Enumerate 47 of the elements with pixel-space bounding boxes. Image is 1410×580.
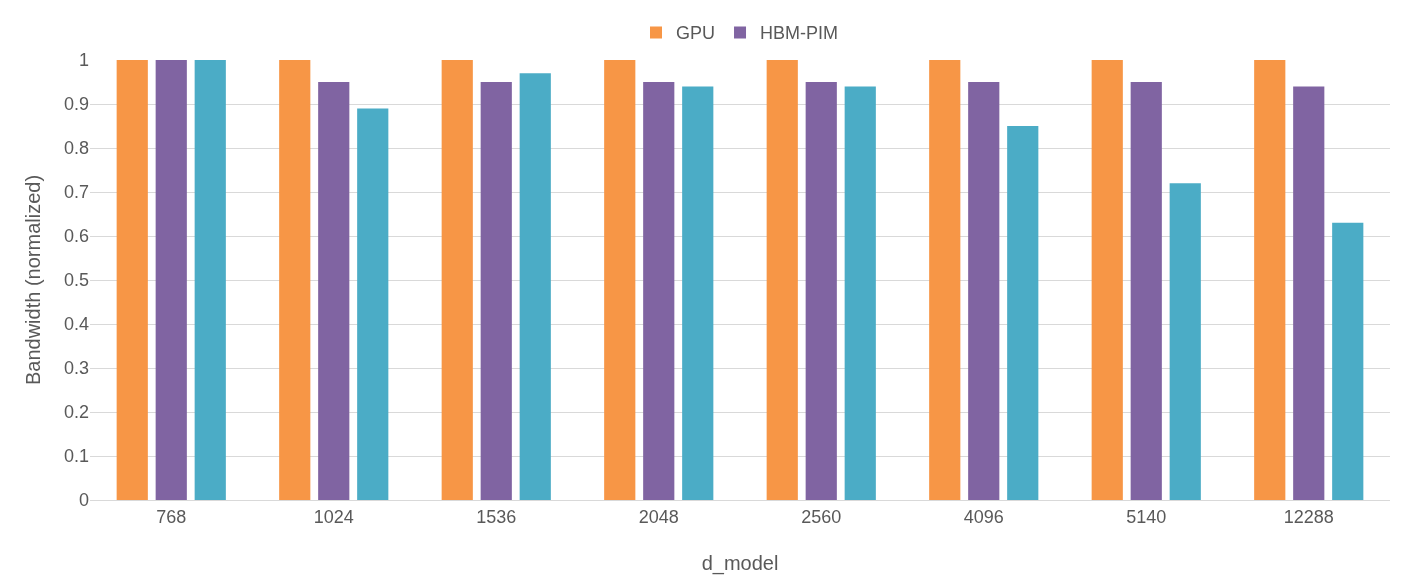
bar <box>1254 60 1286 500</box>
y-axis-title: Bandwidth (normalized) <box>22 174 44 386</box>
legend-label: GPU <box>676 23 716 44</box>
bar <box>519 73 551 500</box>
bar <box>441 60 473 500</box>
bar <box>1332 222 1364 500</box>
x-tick-label: 2048 <box>638 506 679 527</box>
y-tick-label: 0.4 <box>63 314 89 335</box>
y-tick-label: 0 <box>78 490 89 511</box>
y-tick-label: 0.1 <box>63 446 89 467</box>
bar <box>766 60 798 500</box>
y-tick-label: 0.6 <box>63 226 89 247</box>
bar <box>1169 183 1201 500</box>
y-tick-label: 0.3 <box>63 358 89 379</box>
bar <box>1130 82 1162 500</box>
bar <box>643 82 675 500</box>
bar <box>1293 86 1325 500</box>
bar <box>1091 60 1123 500</box>
x-tick-label: 5140 <box>1126 506 1167 527</box>
bar <box>604 60 636 500</box>
x-tick-label: 1536 <box>476 506 517 527</box>
bar <box>194 60 226 500</box>
bar <box>682 86 714 500</box>
bar <box>116 60 148 500</box>
bar <box>318 82 350 500</box>
y-tick-label: 0.5 <box>63 270 89 291</box>
bar <box>155 60 187 500</box>
bar <box>844 86 876 500</box>
x-tick-label: 12288 <box>1283 506 1334 527</box>
x-tick-label: 4096 <box>963 506 1004 527</box>
bar <box>1007 126 1039 500</box>
bar <box>805 82 837 500</box>
x-axis-title: d_model <box>701 552 779 575</box>
x-tick-label: 1024 <box>313 506 354 527</box>
bar <box>357 108 389 500</box>
bar <box>929 60 961 500</box>
bar <box>480 82 512 500</box>
y-tick-label: 0.2 <box>63 402 89 423</box>
y-tick-label: 1 <box>78 50 89 71</box>
x-tick-label: 2560 <box>801 506 842 527</box>
x-tick-label: 768 <box>156 506 187 527</box>
y-tick-label: 0.7 <box>63 182 89 203</box>
bar <box>968 82 1000 500</box>
y-tick-label: 0.8 <box>63 138 89 159</box>
bar <box>279 60 311 500</box>
legend-label: HBM-PIM <box>760 23 839 44</box>
y-tick-label: 0.9 <box>63 94 89 115</box>
